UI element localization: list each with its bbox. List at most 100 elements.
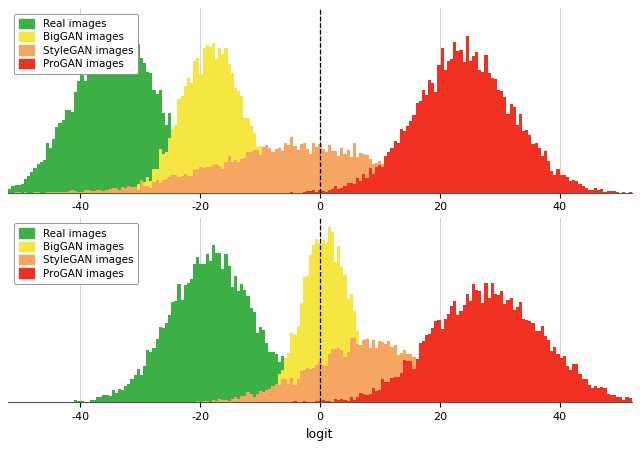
Bar [316, 395, 319, 402]
Bar [337, 189, 340, 193]
Bar [215, 163, 218, 193]
Bar [588, 385, 591, 402]
Bar [312, 143, 316, 193]
Bar [256, 401, 259, 402]
Bar [353, 142, 356, 193]
Bar [403, 360, 406, 402]
Bar [415, 362, 419, 402]
Bar [187, 78, 190, 193]
Bar [303, 401, 306, 402]
Bar [362, 361, 365, 402]
Bar [484, 55, 488, 193]
Bar [478, 392, 481, 402]
Bar [419, 173, 422, 193]
Bar [390, 148, 394, 193]
Bar [419, 343, 422, 402]
Bar [312, 368, 316, 402]
Bar [538, 331, 541, 402]
Bar [472, 188, 475, 193]
Bar [435, 362, 438, 402]
Bar [259, 145, 262, 193]
Bar [309, 191, 312, 193]
Bar [187, 153, 190, 193]
Bar [165, 152, 168, 193]
Bar [149, 180, 152, 193]
Bar [519, 192, 522, 193]
Bar [293, 145, 296, 193]
Bar [71, 112, 74, 193]
Bar [444, 183, 447, 193]
Bar [550, 171, 554, 193]
Bar [516, 400, 519, 402]
Bar [422, 357, 425, 402]
Bar [180, 150, 184, 193]
Bar [528, 321, 531, 402]
Bar [193, 264, 196, 402]
Bar [296, 379, 300, 402]
Bar [177, 99, 180, 193]
Bar [159, 327, 162, 402]
Bar [177, 177, 180, 193]
Bar [400, 129, 403, 193]
Bar [369, 348, 372, 402]
Bar [321, 149, 324, 193]
Bar [121, 187, 124, 193]
Bar [594, 188, 597, 193]
Bar [124, 188, 127, 193]
Bar [440, 184, 444, 193]
Bar [287, 373, 291, 402]
Bar [118, 190, 121, 193]
Bar [438, 320, 440, 402]
Bar [209, 47, 212, 193]
Bar [253, 313, 256, 402]
Bar [68, 110, 71, 193]
Bar [319, 397, 321, 402]
Bar [231, 162, 234, 193]
Bar [400, 353, 403, 402]
Bar [200, 401, 202, 402]
Bar [303, 277, 306, 402]
Bar [456, 315, 460, 402]
Bar [359, 180, 362, 193]
Bar [174, 301, 177, 402]
Bar [106, 50, 109, 193]
Bar [415, 103, 419, 193]
Bar [478, 70, 481, 193]
Bar [356, 397, 359, 402]
Bar [234, 88, 237, 193]
Bar [237, 92, 240, 193]
Bar [525, 320, 528, 402]
Bar [369, 159, 372, 193]
Bar [472, 390, 475, 402]
Bar [127, 189, 131, 193]
Bar [281, 184, 284, 193]
Bar [193, 401, 196, 402]
Bar [21, 184, 24, 193]
Bar [205, 254, 209, 402]
Bar [287, 353, 291, 402]
Bar [27, 176, 30, 193]
Bar [541, 401, 544, 402]
Bar [365, 154, 369, 193]
Bar [109, 192, 112, 193]
Bar [397, 143, 400, 193]
Bar [300, 144, 303, 193]
Bar [293, 385, 296, 402]
Bar [534, 191, 538, 193]
Bar [77, 401, 81, 402]
Bar [440, 48, 444, 193]
Bar [384, 393, 387, 402]
Bar [306, 191, 309, 193]
Bar [362, 340, 365, 402]
Bar [246, 295, 250, 402]
Bar [531, 401, 534, 402]
Bar [165, 179, 168, 193]
Bar [225, 162, 228, 193]
Bar [541, 326, 544, 402]
Bar [221, 269, 225, 402]
Bar [184, 86, 187, 193]
Bar [218, 253, 221, 402]
Bar [494, 294, 497, 402]
Bar [488, 73, 491, 193]
Bar [328, 145, 331, 193]
